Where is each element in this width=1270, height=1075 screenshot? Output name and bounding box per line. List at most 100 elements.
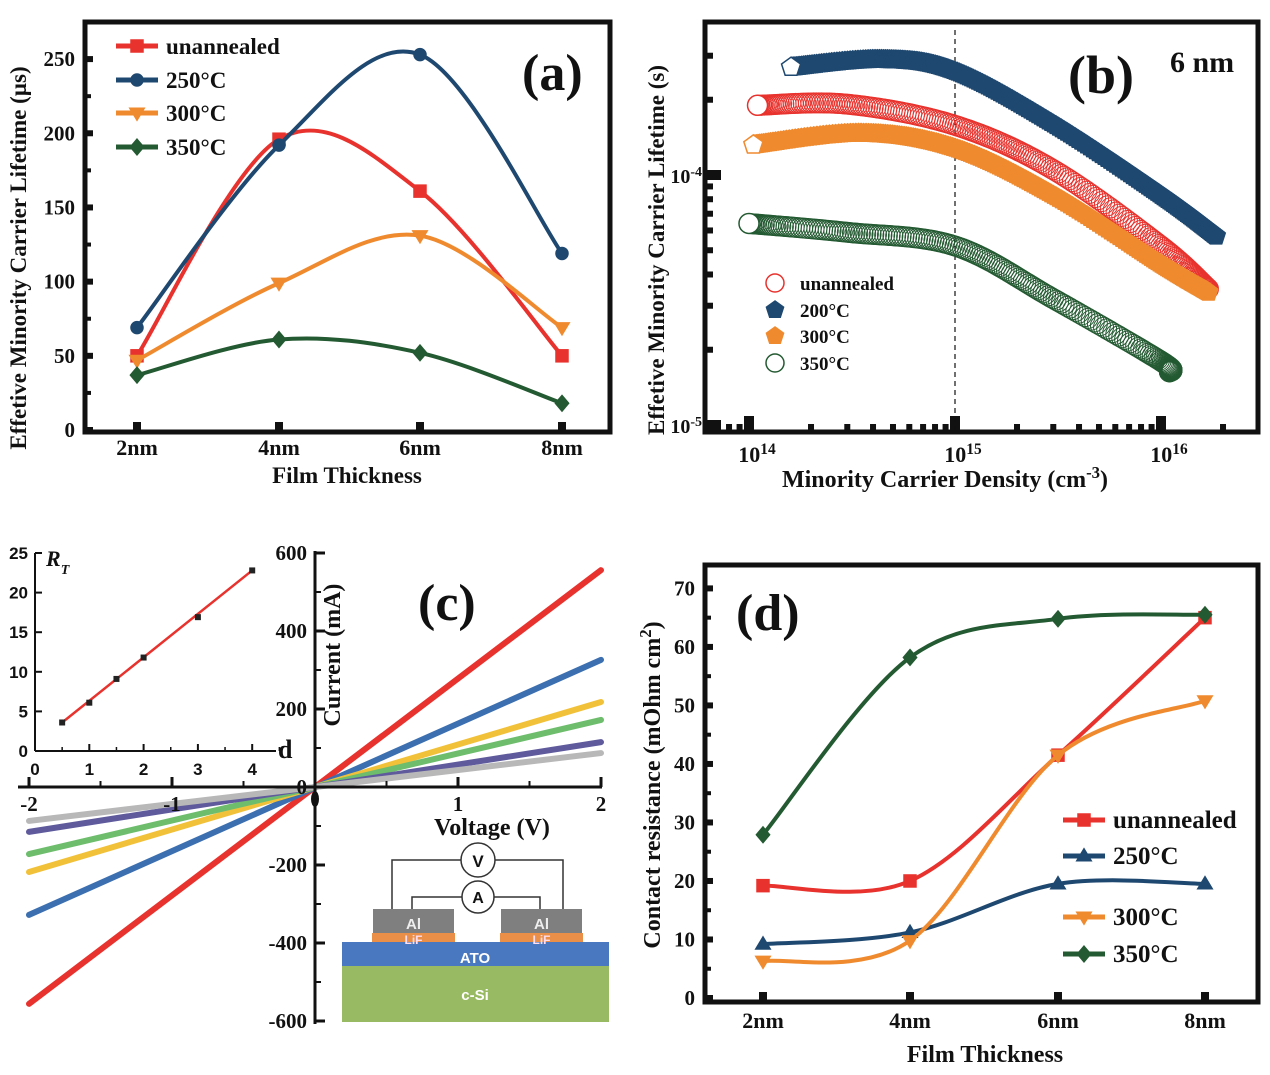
annotation: 6 nm: [1170, 46, 1234, 79]
data-point: [1045, 160, 1067, 182]
x-axis-label: Film Thickness: [272, 463, 422, 488]
data-point: [1037, 156, 1059, 178]
substrate-layer: [342, 966, 609, 1022]
data-point: [412, 343, 428, 362]
y-major-tick: [705, 170, 721, 180]
x-major-tick: [1156, 416, 1166, 430]
electrode-label: Al: [406, 916, 421, 933]
text-part: 10: [670, 166, 690, 188]
y-tick: [705, 877, 713, 884]
y-tick: [705, 819, 713, 826]
data-point: [1042, 159, 1064, 181]
legend-marker: [130, 39, 144, 53]
x-tick-label: 6nm: [1037, 1008, 1079, 1033]
x-tick-label: 1016: [1150, 441, 1188, 468]
y-minor-tick: [705, 227, 713, 234]
series-line: [761, 612, 1206, 837]
data-point: [1049, 875, 1067, 890]
x-tick-label: 8nm: [541, 435, 583, 460]
series-350c: [755, 605, 1213, 844]
panel-label: (c): [418, 575, 476, 632]
inset-x-tick-label: 2: [139, 760, 148, 779]
data-point: [129, 366, 145, 385]
voltmeter-label: V: [472, 852, 484, 871]
legend-item: 250°C: [116, 68, 226, 93]
y-tick-label: -200: [269, 853, 308, 877]
y-minor-tick: [705, 247, 713, 254]
data-point: [756, 878, 770, 893]
legend-item: 350°C: [765, 353, 850, 375]
x-tick: [558, 422, 566, 432]
data-point: [413, 184, 427, 198]
data-point: [1127, 336, 1149, 358]
data-point: [270, 277, 288, 292]
legend-item: 350°C: [116, 135, 226, 160]
y-tick: [85, 130, 93, 137]
x-tick-label: 1: [453, 792, 464, 816]
x-minor-tick: [1112, 424, 1119, 430]
data-point: [272, 138, 286, 152]
data-point: [1096, 195, 1118, 217]
legend-label: 250°C: [1113, 843, 1179, 870]
inset-y-tick-label: 5: [19, 702, 28, 721]
data-point: [754, 935, 772, 950]
y-tick: [85, 56, 93, 63]
legend-marker: [1075, 911, 1093, 926]
x-axis-label: Voltage (V): [434, 815, 550, 841]
data-point: [555, 349, 569, 363]
inset-data-point: [59, 719, 66, 726]
y-tick: [705, 702, 713, 709]
interlayer: [500, 933, 583, 942]
legend-label: 350°C: [800, 354, 850, 375]
data-point: [976, 249, 998, 271]
inset-data-point: [140, 654, 147, 661]
y-tick: [705, 760, 713, 767]
panel-label: (b): [1068, 45, 1134, 105]
data-point: [411, 230, 429, 245]
y-tick: [85, 427, 93, 433]
text-part: ): [1100, 467, 1108, 493]
y-minor-tick: [705, 210, 713, 217]
rt-main: R: [45, 546, 61, 571]
x-tick-label: -2: [20, 792, 38, 816]
text-part: ): [640, 621, 666, 629]
data-point: [130, 320, 144, 335]
x-minor-tick: [1014, 424, 1021, 430]
inset-data-point: [113, 675, 120, 682]
y-tick: [85, 278, 93, 285]
x-minor-tick: [1126, 424, 1133, 430]
data-point: [1114, 207, 1136, 229]
interlayer: [372, 933, 455, 942]
inset-x-label: d: [278, 735, 293, 764]
y-minor-tick: [705, 183, 713, 190]
x-axis-label: Minority Carrier Density (cm-3): [782, 463, 1108, 494]
y-minor-tick: [705, 196, 713, 203]
data-point: [554, 394, 570, 413]
y-tick-label: 200: [276, 697, 308, 721]
y-tick-label: 400: [276, 619, 308, 643]
x-minor-tick: [1095, 424, 1102, 430]
y-tick-label: 0: [65, 418, 76, 442]
y-minor-tick: [705, 96, 713, 103]
x-minor-tick: [1138, 424, 1145, 430]
voltmeter-icon: [460, 842, 496, 878]
electrode: [501, 909, 582, 933]
y-minor-tick: [705, 52, 713, 59]
y-minor-tick: [85, 94, 91, 99]
inset-fit-line: [61, 569, 253, 724]
x-tick: [759, 992, 767, 1002]
data-point: [271, 330, 287, 349]
panel-label: (d): [736, 585, 800, 642]
y-tick-label: 20: [674, 869, 695, 893]
data-point: [1091, 191, 1113, 213]
x-minor-tick: [942, 424, 949, 430]
data-point: [981, 251, 1003, 273]
origin-marker: [311, 791, 319, 807]
plot-frame: [702, 562, 1261, 1005]
y-tick-label: 600: [276, 541, 308, 565]
x-tick: [906, 992, 914, 1002]
inset-x-tick-label: 4: [247, 760, 257, 779]
